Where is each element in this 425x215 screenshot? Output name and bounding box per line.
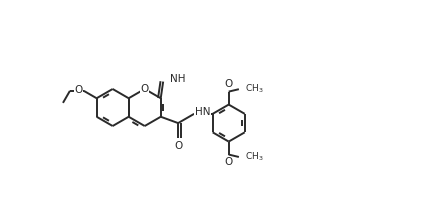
Text: O: O [74,85,82,95]
Text: O: O [174,141,182,151]
Text: NH: NH [170,74,185,84]
Text: O: O [224,79,233,89]
Text: O: O [224,157,233,167]
Text: CH$_3$: CH$_3$ [245,151,264,163]
Text: HN: HN [195,107,210,117]
Text: O: O [141,84,149,94]
Text: CH$_3$: CH$_3$ [245,83,264,95]
